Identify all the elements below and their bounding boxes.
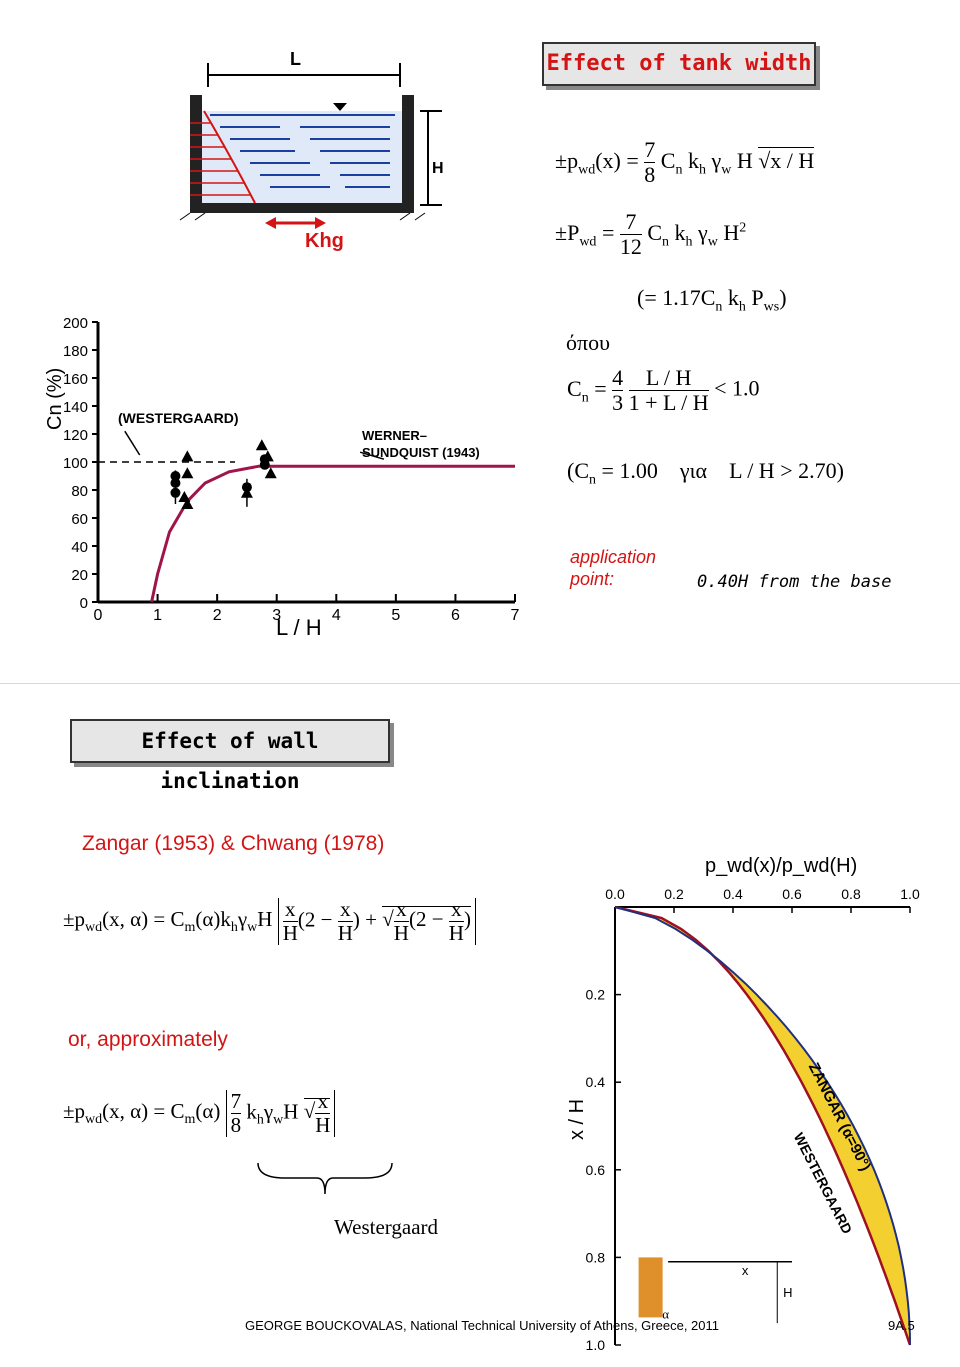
footer-credit: GEORGE BOUCKOVALAS, National Technical U… — [245, 1318, 719, 1333]
curve-difference-band — [615, 907, 910, 1345]
cn-chart-ylabel: Cn (%) — [44, 368, 67, 430]
westergaard-brace — [257, 1162, 393, 1195]
section-title-wall-inclination: Effect of wall inclination — [70, 719, 390, 793]
data-triangle-marker — [181, 467, 194, 479]
cn-chart-x-tick-label: 2 — [213, 607, 222, 624]
cn-chart-y-tick-label: 180 — [63, 343, 88, 360]
cn-chart-y-tick-label: 40 — [71, 539, 88, 556]
chart2-ylabel: x / H — [566, 1099, 589, 1140]
cn-curve — [150, 464, 515, 603]
cn-chart-x-tick-label: 7 — [511, 607, 520, 624]
application-point-label: application point: — [570, 546, 656, 590]
cn-chart-y-tick-label: 80 — [71, 483, 88, 500]
tank-sketch: L H Khg — [179, 49, 444, 252]
chart2-x-tick-label: 0.0 — [605, 886, 625, 902]
cn-chart-y-tick-label: 60 — [71, 511, 88, 528]
cn-chart-x-tick-label: 1 — [153, 607, 162, 624]
equation-Cn-limit: (Cn = 1.00 για L / H > 2.70) — [567, 458, 844, 488]
chart2-x-tick-label: 0.2 — [664, 886, 684, 902]
chart2-y-tick-label: 0.2 — [586, 987, 606, 1003]
cn-chart-xlabel: L / H — [276, 615, 322, 640]
data-triangle-marker — [181, 498, 194, 509]
werner-line2: SUNDQUIST (1943) — [362, 445, 480, 460]
or-approximately-label: or, approximately — [68, 1028, 228, 1051]
cn-chart-y-tick-label: 0 — [80, 595, 88, 612]
chart2-x-tick-label: 0.8 — [841, 886, 861, 902]
werner-pointer — [359, 451, 385, 460]
cn-chart-x-tick-label: 4 — [332, 607, 341, 624]
cn-chart-werner-label: WERNER– SUNDQUIST (1943) — [362, 427, 480, 461]
data-triangle-marker — [264, 467, 277, 479]
pressure-distribution-chart: 0.0 0.2 0.4 0.6 0.8 1.0 0.2 0.4 0.6 0.8 1.0 x Hα — [586, 886, 920, 1353]
werner-line1: WERNER– — [362, 428, 428, 443]
equation-Pwd: ±Pwd = 7 12 Cn kh γw H2 — [555, 209, 747, 260]
cn-chart-westergaard-label: (WESTERGAARD) — [118, 410, 239, 426]
cn-chart-x-tick-label: 5 — [391, 607, 400, 624]
dam-inset-x-label: x — [742, 1263, 749, 1278]
data-triangle-marker — [181, 450, 194, 462]
cn-chart-y-tick-label: 100 — [63, 455, 88, 472]
application-point-value: 0.40H from the base — [697, 572, 892, 592]
zangar-chwang-subtitle: Zangar (1953) & Chwang (1978) — [82, 832, 385, 855]
where-label: όπου — [566, 330, 610, 355]
page-divider — [0, 683, 960, 684]
data-triangle-marker — [261, 450, 274, 462]
cn-chart-ylabel-text: Cn (%) — [44, 367, 66, 430]
cn-chart-y-tick-label: 120 — [63, 427, 88, 444]
cn-chart-y-tick-label: 140 — [63, 399, 88, 416]
westergaard-curve — [614, 905, 912, 1346]
zangar-curve — [614, 906, 911, 1346]
chart2-y-tick-label: 0.4 — [586, 1074, 606, 1090]
tank-L-label: L — [290, 49, 301, 69]
dam-inset-wall — [638, 1257, 663, 1318]
chart2-top-label: p_wd(x)/p_wd(H) — [705, 855, 858, 877]
westergaard-pointer — [124, 430, 141, 456]
equation-Pwd-equivalent: (= 1.17Cn kh Pws) — [637, 285, 787, 315]
tank-H-label: H — [432, 160, 444, 177]
chart2-x-tick-label: 1.0 — [900, 886, 920, 902]
chart2-y-tick-label: 0.8 — [586, 1249, 606, 1265]
cn-chart-y-tick-label: 200 — [63, 315, 88, 332]
data-triangle-marker — [255, 439, 268, 451]
cn-chart-x-tick-label: 6 — [451, 607, 460, 624]
cn-chart-x-tick-label: 0 — [94, 607, 103, 624]
cn-chart-y-tick-label: 20 — [71, 567, 88, 584]
chart2-y-tick-label: 0.6 — [586, 1162, 606, 1178]
chart2-ylabel-text: x / H — [566, 1098, 588, 1140]
chart2-y-tick-label: 1.0 — [586, 1337, 606, 1353]
chart2-x-tick-label: 0.6 — [782, 886, 802, 902]
application-label-line2: point: — [570, 569, 615, 589]
chart2-x-tick-label: 0.4 — [723, 886, 743, 902]
tank-khg-label: Khg — [305, 230, 344, 252]
equation-pwd-alpha: ±pwd(x, α) = Cm(α)khγwH x H (2 − x H) + √ x H… — [63, 897, 476, 946]
section-title-tank-width: Effect of tank width — [542, 42, 816, 86]
page-number: 9A.5 — [888, 1318, 915, 1333]
cn-chart-x-tick-label: 3 — [272, 607, 281, 624]
cn-chart-y-tick-label: 160 — [63, 371, 88, 388]
application-label-line1: application — [570, 547, 657, 567]
westergaard-label: Westergaard — [334, 1215, 439, 1239]
dam-inset-alpha-label: α — [662, 1307, 669, 1322]
dam-inset-H-label: H — [783, 1285, 792, 1300]
